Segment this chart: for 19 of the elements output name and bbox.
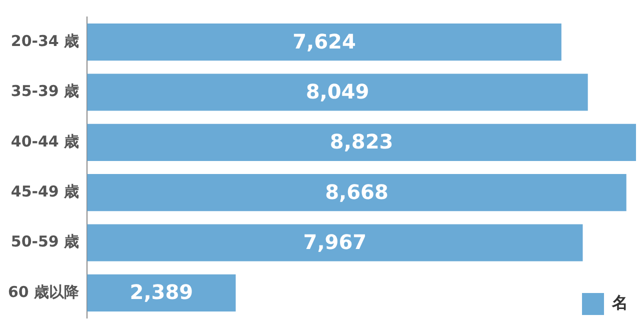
- y-tick-label: 60 歳以降: [8, 282, 80, 301]
- legend-label: 名: [611, 293, 628, 312]
- y-tick-label: 45-49 歳: [10, 182, 80, 200]
- data-label: 8,823: [330, 130, 394, 154]
- data-label: 2,389: [130, 280, 194, 304]
- y-tick-label: 20-34 歳: [10, 32, 80, 50]
- bar: [87, 124, 636, 161]
- bar: [87, 24, 562, 61]
- bar: [87, 174, 626, 212]
- data-label: 7,624: [292, 29, 356, 54]
- bar: [87, 224, 583, 262]
- y-tick-label: 40-44 歳: [10, 132, 80, 150]
- y-tick-label: 50-59 歳: [10, 232, 80, 251]
- y-tick-label: 35-39 歳: [10, 82, 80, 100]
- bar: [87, 74, 588, 111]
- data-label: 8,668: [325, 180, 388, 204]
- bar: [87, 274, 236, 312]
- data-label: 8,049: [306, 79, 370, 104]
- data-label: 7,967: [303, 230, 367, 254]
